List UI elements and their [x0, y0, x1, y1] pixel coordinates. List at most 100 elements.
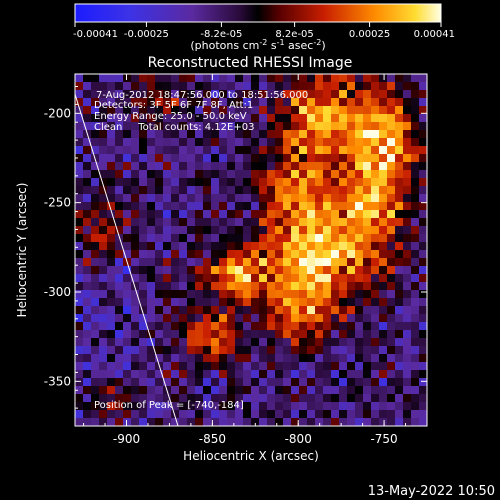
heatmap-cell — [355, 74, 364, 83]
heatmap-cell — [211, 82, 220, 91]
heatmap-cell — [155, 338, 164, 347]
heatmap-cell — [179, 194, 188, 203]
heatmap-cell — [307, 298, 316, 307]
heatmap-cell — [251, 138, 260, 147]
heatmap-cell — [203, 242, 212, 251]
heatmap-cell — [115, 258, 124, 267]
heatmap-cell — [403, 282, 412, 291]
heatmap-cell — [115, 354, 124, 363]
heatmap-cell — [219, 186, 228, 195]
heatmap-cell — [379, 274, 388, 283]
heatmap-cell — [131, 130, 140, 139]
heatmap-cell — [411, 290, 420, 299]
heatmap-cell — [99, 122, 108, 131]
heatmap-cell — [211, 210, 220, 219]
heatmap-cell — [371, 402, 380, 411]
heatmap-cell — [323, 290, 332, 299]
heatmap-cell — [283, 330, 292, 339]
heatmap-cell — [131, 146, 140, 155]
heatmap-cell — [259, 242, 268, 251]
heatmap-cell — [107, 170, 116, 179]
heatmap-cell — [251, 186, 260, 195]
heatmap-cell — [419, 242, 427, 251]
heatmap-cell — [379, 402, 388, 411]
heatmap-cell — [195, 306, 204, 315]
heatmap-cell — [419, 322, 427, 331]
heatmap-cell — [267, 186, 276, 195]
heatmap-cell — [259, 154, 268, 163]
heatmap-cell — [387, 234, 396, 243]
heatmap-cell — [91, 378, 100, 387]
heatmap-cell — [171, 266, 180, 275]
heatmap-cell — [363, 162, 372, 171]
heatmap-cell — [419, 362, 427, 371]
heatmap-cell — [195, 290, 204, 299]
heatmap-cell — [259, 410, 268, 419]
heatmap-cell — [163, 162, 172, 171]
heatmap-cell — [91, 194, 100, 203]
heatmap-cell — [155, 266, 164, 275]
heatmap-cell — [139, 386, 148, 395]
heatmap-cell — [363, 186, 372, 195]
heatmap-cell — [355, 386, 364, 395]
heatmap-cell — [179, 362, 188, 371]
heatmap-cell — [163, 258, 172, 267]
heatmap-cell — [379, 90, 388, 99]
heatmap-cell — [283, 202, 292, 211]
heatmap-cell — [411, 338, 420, 347]
heatmap-cell — [379, 346, 388, 355]
heatmap-cell — [363, 170, 372, 179]
heatmap-cell — [331, 338, 340, 347]
heatmap-cell — [403, 186, 412, 195]
heatmap-cell — [251, 154, 260, 163]
heatmap-cell — [275, 138, 284, 147]
heatmap-cell — [235, 162, 244, 171]
heatmap-cell — [131, 114, 140, 123]
heatmap-cell — [395, 306, 404, 315]
heatmap-cell — [115, 82, 124, 91]
heatmap-cell — [323, 306, 332, 315]
heatmap-cell — [99, 82, 108, 91]
heatmap-cell — [339, 346, 348, 355]
heatmap-cell — [147, 82, 156, 91]
heatmap-cell — [163, 106, 172, 115]
heatmap-cell — [395, 154, 404, 163]
heatmap-cell — [75, 202, 84, 211]
heatmap-cell — [379, 234, 388, 243]
heatmap-cell — [331, 386, 340, 395]
heatmap-cell — [355, 202, 364, 211]
heatmap-cell — [211, 122, 220, 131]
heatmap-cell — [147, 370, 156, 379]
heatmap-cell — [299, 170, 308, 179]
heatmap-cell — [235, 306, 244, 315]
heatmap-cell — [323, 90, 332, 99]
heatmap-cell — [307, 330, 316, 339]
heatmap-cell — [379, 194, 388, 203]
heatmap-cell — [291, 418, 300, 426]
heatmap-cell — [75, 98, 84, 107]
heatmap-cell — [91, 218, 100, 227]
heatmap-cell — [83, 386, 92, 395]
heatmap-cell — [355, 282, 364, 291]
heatmap-cell — [235, 402, 244, 411]
heatmap-cell — [379, 370, 388, 379]
heatmap-cell — [251, 90, 260, 99]
heatmap-cell — [379, 130, 388, 139]
heatmap-cell — [419, 314, 427, 323]
heatmap-cell — [187, 82, 196, 91]
heatmap-cell — [283, 218, 292, 227]
heatmap-cell — [347, 394, 356, 403]
heatmap-cell — [139, 154, 148, 163]
heatmap-cell — [339, 226, 348, 235]
heatmap-cell — [275, 258, 284, 267]
heatmap-cell — [331, 258, 340, 267]
heatmap-cell — [259, 98, 268, 107]
heatmap-cell — [331, 298, 340, 307]
heatmap-cell — [363, 234, 372, 243]
heatmap-cell — [379, 122, 388, 131]
heatmap-cell — [99, 114, 108, 123]
heatmap-cell — [75, 274, 84, 283]
heatmap-cell — [171, 194, 180, 203]
heatmap-cell — [283, 354, 292, 363]
heatmap-cell — [283, 210, 292, 219]
